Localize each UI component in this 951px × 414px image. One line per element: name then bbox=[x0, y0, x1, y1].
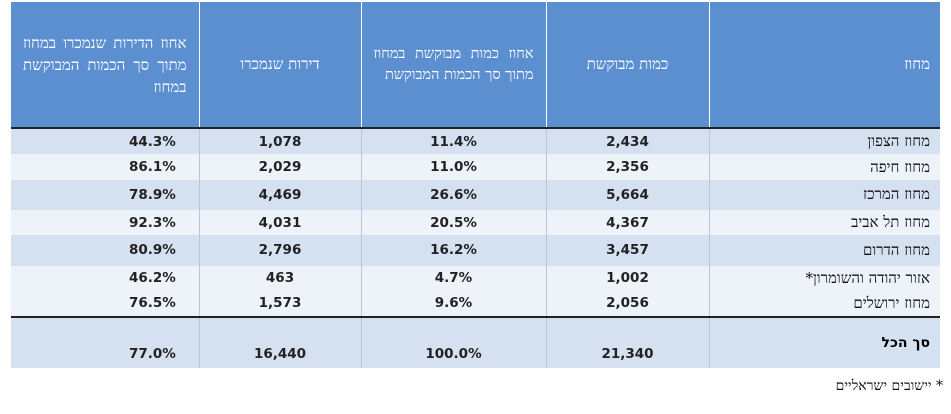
pct-requested-cell: 20.5% bbox=[360, 210, 546, 236]
pct-sold-cell: 86.1% bbox=[11, 154, 199, 180]
total-row: סך הכל 21,340 100.0% 16,440 77.0% bbox=[11, 315, 940, 368]
table-row: מחוז חיפה 2,356 11.0% 2,029 86.1% bbox=[11, 154, 940, 180]
pct-requested-cell: 4.7% bbox=[360, 265, 546, 291]
sold-cell: 2,796 bbox=[198, 235, 361, 266]
requested-cell: 2,056 bbox=[545, 290, 709, 317]
sold-cell: 4,031 bbox=[198, 210, 361, 236]
header-sold-apartments: דירות שנמכרו bbox=[198, 2, 361, 129]
total-sold-cell: 16,440 bbox=[198, 315, 361, 368]
requested-cell: 4,367 bbox=[545, 210, 709, 236]
sold-cell: 1,573 bbox=[198, 290, 361, 317]
table-row: מחוז המרכז 5,664 26.6% 4,469 78.9% bbox=[11, 179, 940, 211]
district-cell: אזור יהודה והשומרון* bbox=[708, 265, 940, 291]
pct-sold-cell: 44.3% bbox=[11, 127, 199, 155]
table-row: מחוז הדרום 3,457 16.2% 2,796 80.9% bbox=[11, 235, 940, 266]
table-row: מחוז הצפון 2,434 11.4% 1,078 44.3% bbox=[11, 127, 940, 155]
header-requested-qty: כמות מבוקשת bbox=[545, 2, 709, 129]
table-row: מחוז ירושלים 2,056 9.6% 1,573 76.5% bbox=[11, 290, 940, 317]
district-cell: מחוז תל אביב bbox=[708, 210, 940, 236]
pct-sold-cell: 80.9% bbox=[11, 235, 199, 266]
district-cell: מחוז הצפון bbox=[708, 127, 940, 155]
table-header-row: מחוז כמות מבוקשת אחוז כמות מבוקשת במחוז … bbox=[11, 2, 940, 129]
sold-cell: 2,029 bbox=[198, 154, 361, 180]
requested-cell: 2,356 bbox=[545, 154, 709, 180]
total-requested-cell: 21,340 bbox=[545, 315, 709, 368]
sold-cell: 463 bbox=[198, 265, 361, 291]
header-pct-sold: אחוז הדירות שנמכרו במחוז מתוך סך הכמות ה… bbox=[11, 2, 199, 129]
requested-cell: 2,434 bbox=[545, 127, 709, 155]
requested-cell: 1,002 bbox=[545, 265, 709, 291]
header-district: מחוז bbox=[708, 2, 940, 129]
district-cell: מחוז ירושלים bbox=[708, 290, 940, 317]
sold-cell: 1,078 bbox=[198, 127, 361, 155]
footnote: * יישובים ישראליים bbox=[835, 378, 943, 394]
pct-sold-cell: 92.3% bbox=[11, 210, 199, 236]
pct-sold-cell: 46.2% bbox=[11, 265, 199, 291]
requested-cell: 3,457 bbox=[545, 235, 709, 266]
header-pct-of-requested: אחוז כמות מבוקשת במחוז מתוך סך הכמות המב… bbox=[360, 2, 546, 129]
district-cell: מחוז המרכז bbox=[708, 179, 940, 211]
total-label: סך הכל bbox=[708, 315, 940, 368]
table-row: אזור יהודה והשומרון* 1,002 4.7% 463 46.2… bbox=[11, 265, 940, 291]
pct-requested-cell: 16.2% bbox=[360, 235, 546, 266]
pct-requested-cell: 11.0% bbox=[360, 154, 546, 180]
table-row: מחוז תל אביב 4,367 20.5% 4,031 92.3% bbox=[11, 210, 940, 236]
pct-requested-cell: 11.4% bbox=[360, 127, 546, 155]
total-pct-sold-cell: 77.0% bbox=[11, 315, 199, 368]
pct-sold-cell: 78.9% bbox=[11, 179, 199, 211]
district-cell: מחוז חיפה bbox=[708, 154, 940, 180]
district-cell: מחוז הדרום bbox=[708, 235, 940, 266]
requested-cell: 5,664 bbox=[545, 179, 709, 211]
pct-requested-cell: 9.6% bbox=[360, 290, 546, 317]
total-pct-requested-cell: 100.0% bbox=[360, 315, 546, 368]
sold-cell: 4,469 bbox=[198, 179, 361, 211]
district-sales-table: מחוז כמות מבוקשת אחוז כמות מבוקשת במחוז … bbox=[11, 2, 940, 368]
pct-requested-cell: 26.6% bbox=[360, 179, 546, 211]
pct-sold-cell: 76.5% bbox=[11, 290, 199, 317]
